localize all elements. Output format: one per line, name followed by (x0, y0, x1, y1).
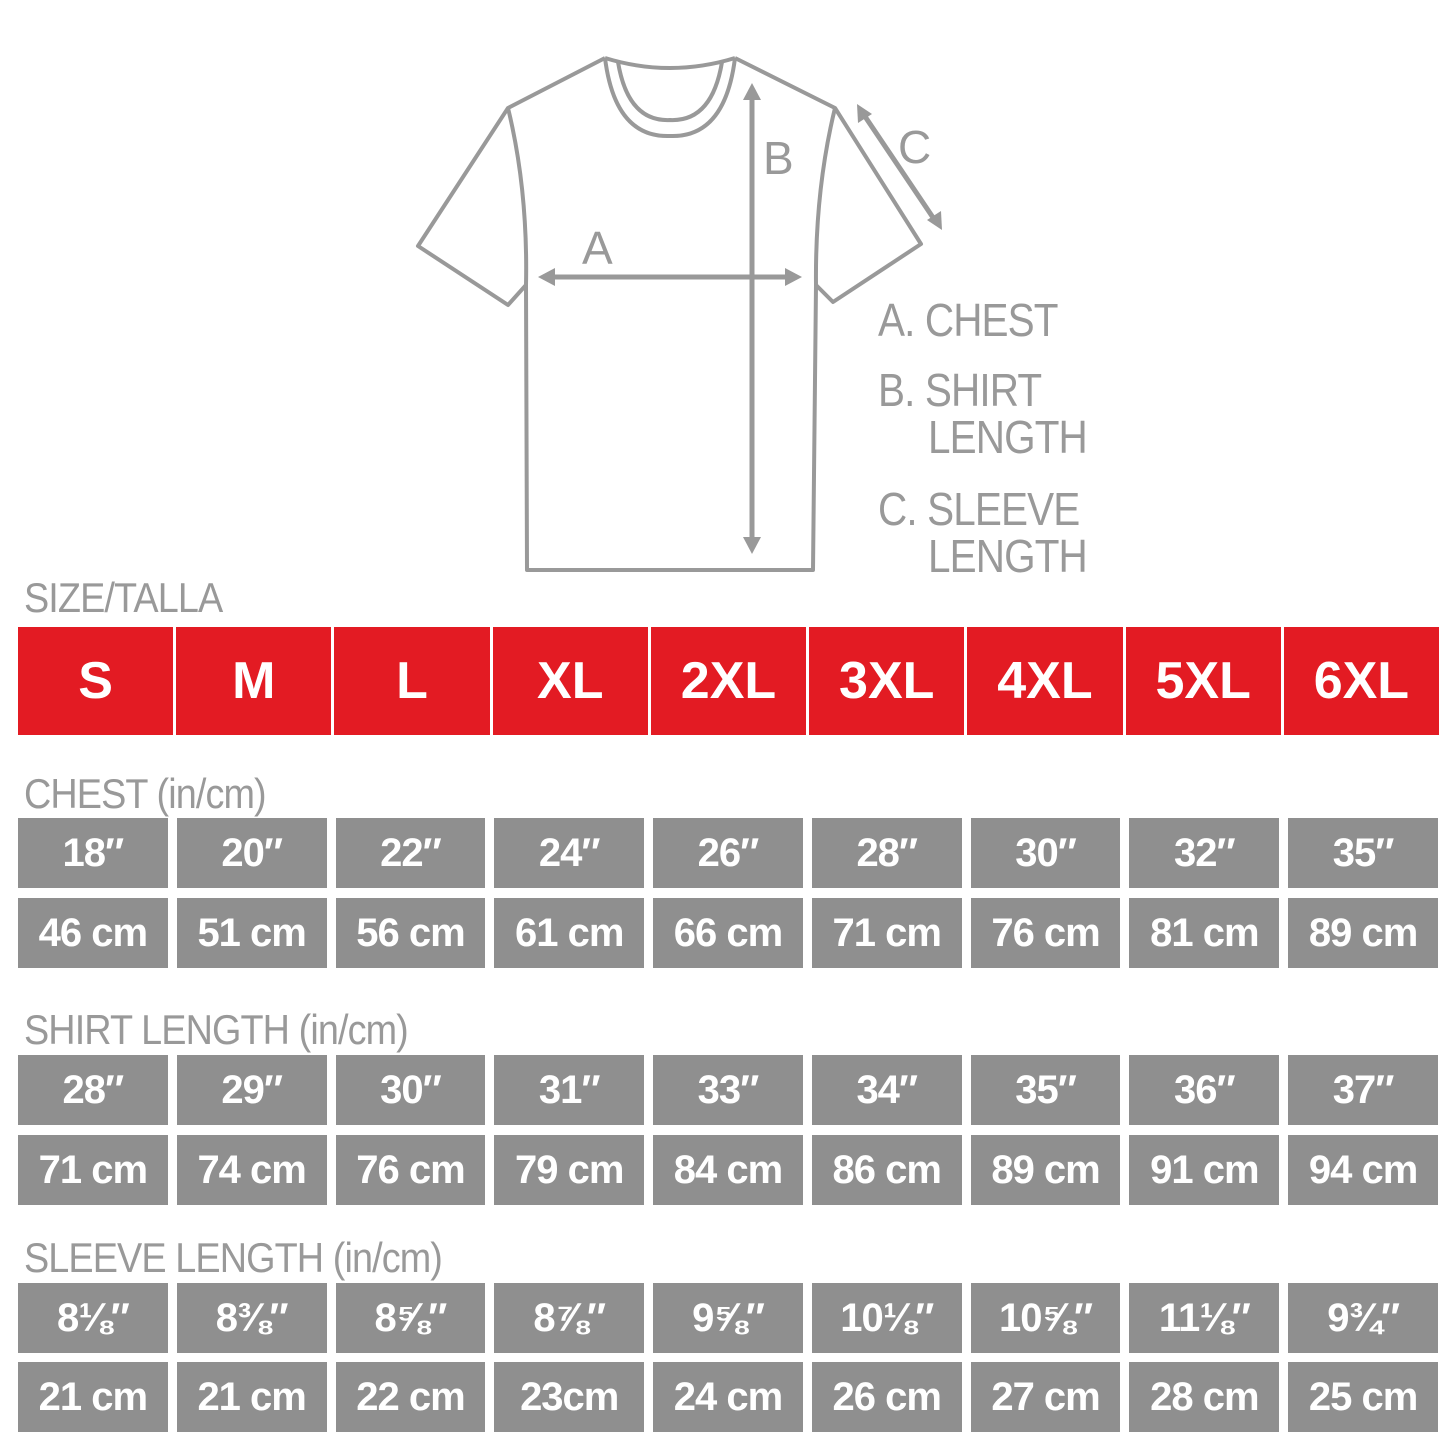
legend-sleeve-length: C. SLEEVE (878, 483, 1080, 535)
sleeve-length-cm-2xl: 24 cm (653, 1362, 803, 1432)
sleeve-length-inches-m: 8⅜″ (176, 1283, 327, 1353)
sleeve-length-label: SLEEVE LENGTH (in/cm) (24, 1234, 443, 1281)
size-header-m: M (176, 627, 332, 735)
size-header-4xl: 4XL (967, 627, 1123, 735)
chest-cm-s: 46 cm (18, 898, 168, 968)
shirt-length-inches-xl: 31″ (494, 1055, 645, 1125)
chest-inches-2xl: 26″ (653, 818, 803, 888)
chest-cm-6xl: 89 cm (1288, 898, 1438, 968)
shirt-length-cm-xl: 79 cm (494, 1135, 645, 1205)
shirt-length-cm-5xl: 91 cm (1129, 1135, 1280, 1205)
sleeve-length-cm-6xl: 25 cm (1288, 1362, 1438, 1432)
size-header-l: L (334, 627, 490, 735)
chest-cm-2xl: 66 cm (653, 898, 803, 968)
sleeve-length-cm-3xl: 26 cm (811, 1362, 962, 1432)
chest-inches-4xl: 30″ (970, 818, 1121, 888)
size-header-2xl: 2XL (650, 627, 807, 735)
shirt-length-cm-4xl: 89 cm (970, 1135, 1121, 1205)
sleeve-length-cm-5xl: 28 cm (1129, 1362, 1280, 1432)
chest-inches-s: 18″ (18, 818, 168, 888)
chest-cm-row: 46 cm 51 cm 56 cm 61 cm 66 cm 71 cm 76 cm 81 cm… (18, 898, 1438, 968)
measure-arrows (538, 83, 942, 554)
chest-cm-m: 51 cm (176, 898, 327, 968)
shirt-length-inches-2xl: 33″ (653, 1055, 803, 1125)
tshirt-diagram: A B C (416, 56, 942, 572)
sleeve-length-inches-3xl: 10⅛″ (811, 1283, 962, 1353)
sleeve-length-cm-4xl: 27 cm (970, 1362, 1121, 1432)
chest-cm-l: 56 cm (335, 898, 486, 968)
shirt-length-inches-5xl: 36″ (1129, 1055, 1280, 1125)
size-label: SIZE/TALLA (24, 574, 223, 621)
shirt-length-inches-3xl: 34″ (811, 1055, 962, 1125)
sleeve-length-inches-l: 8⅝″ (335, 1283, 486, 1353)
size-header-xl: XL (492, 627, 648, 735)
chest-inches-row: 18″ 20″ 22″ 24″ 26″ 28″ 30″ 32″ 35″ (18, 818, 1438, 888)
legend-shirt-length: B. SHIRT (878, 364, 1042, 416)
arrow-label-a: A (582, 222, 613, 274)
sleeve-length-cm-l: 22 cm (335, 1362, 486, 1432)
sleeve-length-inches-s: 8⅛″ (18, 1283, 168, 1353)
size-header-row: S M L XL 2XL 3XL 4XL 5XL 6XL (18, 627, 1439, 735)
sleeve-length-cm-m: 21 cm (176, 1362, 327, 1432)
sleeve-length-inches-2xl: 9⅝″ (653, 1283, 803, 1353)
chest-inches-5xl: 32″ (1129, 818, 1280, 888)
chest-inches-m: 20″ (176, 818, 327, 888)
sleeve-length-inches-4xl: 10⅝″ (970, 1283, 1121, 1353)
shirt-length-label: SHIRT LENGTH (in/cm) (24, 1006, 409, 1053)
sleeve-length-inches-5xl: 11⅛″ (1129, 1283, 1280, 1353)
chest-inches-l: 22″ (335, 818, 486, 888)
sleeve-length-inches-xl: 8⅞″ (494, 1283, 645, 1353)
sleeve-length-cm-s: 21 cm (18, 1362, 168, 1432)
size-header-5xl: 5XL (1125, 627, 1281, 735)
size-header-6xl: 6XL (1283, 627, 1439, 735)
sleeve-length-cm-xl: 23cm (494, 1362, 645, 1432)
shirt-length-inches-4xl: 35″ (970, 1055, 1121, 1125)
size-header-s: S (18, 627, 174, 735)
sleeve-length-inches-row: 8⅛″ 8⅜″ 8⅝″ 8⅞″ 9⅝″ 10⅛″ 10⅝″ 11⅛″ 9¾″ (18, 1283, 1438, 1353)
shirt-length-cm-l: 76 cm (335, 1135, 486, 1205)
chest-cm-5xl: 81 cm (1129, 898, 1280, 968)
chest-inches-xl: 24″ (494, 818, 645, 888)
tshirt-outline (416, 56, 923, 572)
shirt-length-inches-row: 28″ 29″ 30″ 31″ 33″ 34″ 35″ 36″ 37″ (18, 1055, 1438, 1125)
legend-chest: A. CHEST (878, 294, 1059, 346)
shirt-length-inches-6xl: 37″ (1288, 1055, 1438, 1125)
chest-cm-xl: 61 cm (494, 898, 645, 968)
chest-cm-3xl: 71 cm (811, 898, 962, 968)
shirt-length-inches-s: 28″ (18, 1055, 168, 1125)
shirt-length-cm-2xl: 84 cm (653, 1135, 803, 1205)
sleeve-arrow (859, 110, 939, 224)
arrow-label-c: C (898, 121, 931, 173)
size-header-3xl: 3XL (809, 627, 965, 735)
shirt-length-cm-row: 71 cm 74 cm 76 cm 79 cm 84 cm 86 cm 89 cm 91 cm… (18, 1135, 1438, 1205)
shirt-length-cm-6xl: 94 cm (1288, 1135, 1438, 1205)
sleeve-length-inches-6xl: 9¾″ (1288, 1283, 1438, 1353)
shirt-length-cm-s: 71 cm (18, 1135, 168, 1205)
chest-label: CHEST (in/cm) (24, 770, 267, 817)
legend-shirt-length-2: LENGTH (928, 411, 1088, 463)
chest-cm-4xl: 76 cm (970, 898, 1121, 968)
arrow-label-b: B (763, 132, 794, 184)
shirt-length-cm-3xl: 86 cm (811, 1135, 962, 1205)
legend-sleeve-length-2: LENGTH (928, 530, 1088, 582)
shirt-length-cm-m: 74 cm (176, 1135, 327, 1205)
shirt-length-inches-l: 30″ (335, 1055, 486, 1125)
sleeve-length-cm-row: 21 cm 21 cm 22 cm 23cm 24 cm 26 cm 27 cm 28 cm 2… (18, 1362, 1438, 1432)
chest-inches-3xl: 28″ (811, 818, 962, 888)
chest-inches-6xl: 35″ (1288, 818, 1438, 888)
shirt-length-inches-m: 29″ (176, 1055, 327, 1125)
